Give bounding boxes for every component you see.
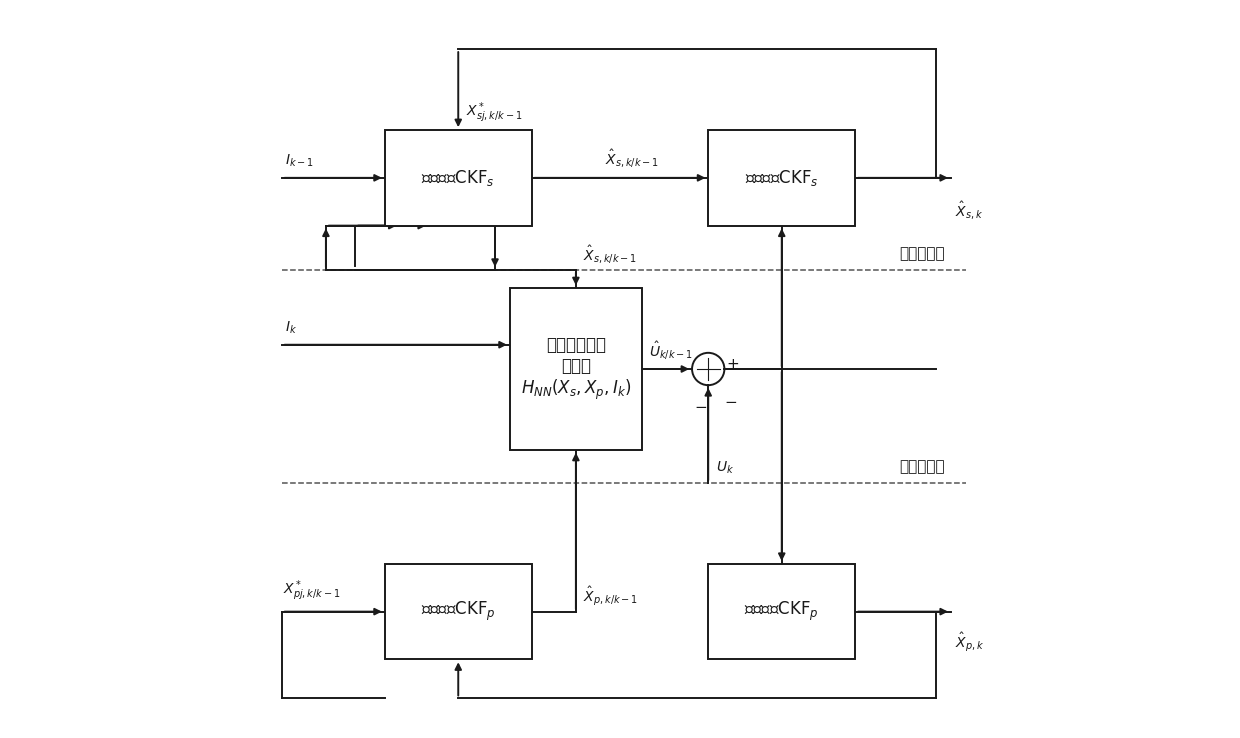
Text: $\hat{X}_{s,k/k-1}$: $\hat{X}_{s,k/k-1}$ [583, 244, 637, 266]
Text: 量测更新CKF$_s$: 量测更新CKF$_s$ [745, 168, 818, 188]
Text: $X^*_{pj,k/k-1}$: $X^*_{pj,k/k-1}$ [283, 579, 341, 603]
Text: $X^*_{sj,k/k-1}$: $X^*_{sj,k/k-1}$ [465, 100, 522, 125]
Text: $\hat{X}_{p,k/k-1}$: $\hat{X}_{p,k/k-1}$ [583, 584, 639, 608]
Text: $\hat{U}_{k/k-1}$: $\hat{U}_{k/k-1}$ [650, 339, 693, 362]
Text: $\hat{X}_{p,k}$: $\hat{X}_{p,k}$ [955, 630, 983, 654]
Text: 时间更新CKF$_p$: 时间更新CKF$_p$ [420, 600, 496, 623]
Bar [708, 564, 856, 660]
Text: $I_{k-1}$: $I_{k-1}$ [285, 153, 315, 169]
Text: 分数阶神经网
络模型
$H_{NN}(X_s,X_p,I_k)$: 分数阶神经网 络模型 $H_{NN}(X_s,X_p,I_k)$ [521, 336, 631, 402]
Text: 量测更新CKF$_p$: 量测更新CKF$_p$ [744, 600, 820, 623]
Text: 时间更新CKF$_s$: 时间更新CKF$_s$ [422, 168, 495, 188]
Text: $-$: $-$ [693, 398, 707, 413]
Text: $\hat{X}_{s,k}$: $\hat{X}_{s,k}$ [955, 200, 983, 222]
Text: 状态卡尔曼: 状态卡尔曼 [899, 246, 945, 261]
Bar [708, 130, 856, 226]
Text: 权值卡尔曼: 权值卡尔曼 [899, 459, 945, 474]
Text: $U_k$: $U_k$ [715, 459, 734, 475]
Text: $I_k$: $I_k$ [285, 320, 298, 336]
Text: $-$: $-$ [724, 393, 738, 407]
Bar [510, 288, 642, 450]
Text: +: + [725, 356, 739, 372]
Bar [384, 564, 532, 660]
Text: $\hat{X}_{s,k/k-1}$: $\hat{X}_{s,k/k-1}$ [605, 148, 660, 170]
Bar [384, 130, 532, 226]
